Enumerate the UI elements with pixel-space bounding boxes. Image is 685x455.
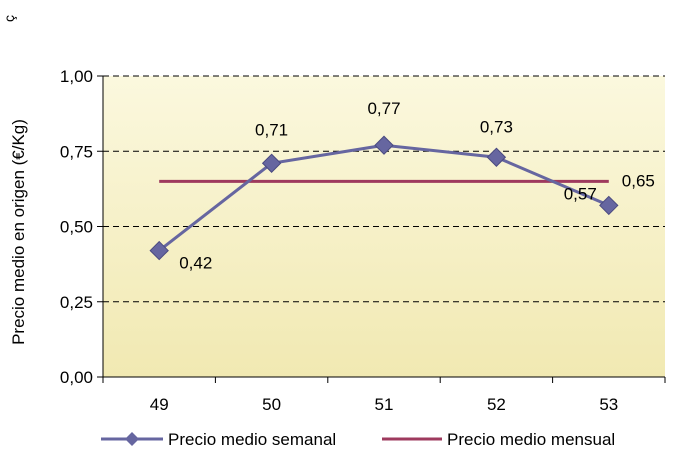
- x-tick-label: 50: [262, 395, 281, 414]
- data-label: 0,77: [367, 99, 400, 118]
- legend-label-semanal: Precio medio semanal: [168, 430, 336, 449]
- y-axis-title: Precio medio en origen (€/Kg): [9, 119, 28, 345]
- legend-label-mensual: Precio medio mensual: [447, 430, 615, 449]
- data-point: [374, 135, 394, 155]
- y-tick-label: 0,75: [60, 142, 93, 161]
- corner-mark: ç: [1, 15, 17, 22]
- y-tick-label: 0,00: [60, 368, 93, 387]
- legend: Precio medio semanal Precio medio mensual: [101, 430, 615, 449]
- legend-marker-semanal: [125, 432, 139, 446]
- data-point: [149, 240, 169, 261]
- data-label: 0,42: [179, 254, 212, 273]
- data-point: [486, 147, 507, 167]
- data-label: 0,57: [564, 184, 597, 203]
- data-point: [599, 195, 619, 216]
- y-tick-label: 1,00: [60, 67, 93, 86]
- y-axis-ticks: 0,00 0,25 0,50 0,75 1,00: [60, 67, 103, 387]
- data-label: 0,71: [255, 120, 288, 139]
- y-tick-label: 0,25: [60, 293, 93, 312]
- y-tick-label: 0,50: [60, 218, 93, 237]
- series-layer: 0,65 0,42 0,71 0,77 0,73 0,57: [149, 99, 655, 273]
- x-tick-label: 51: [375, 395, 394, 414]
- x-tick-label: 49: [150, 395, 169, 414]
- data-point: [261, 153, 282, 173]
- x-tick-label: 52: [487, 395, 506, 414]
- x-tick-label: 53: [599, 395, 618, 414]
- data-label: 0,73: [480, 117, 513, 136]
- x-axis-ticks: 49 50 51 52 53: [102, 377, 666, 414]
- data-label-mensual: 0,65: [622, 171, 655, 190]
